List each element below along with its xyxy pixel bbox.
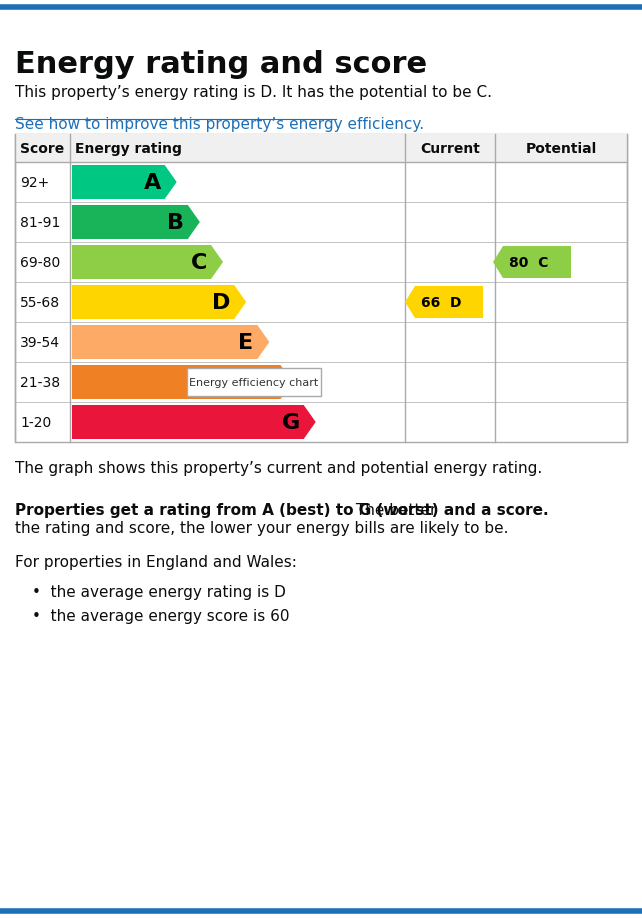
Text: 1-20: 1-20 bbox=[20, 415, 51, 429]
Text: This property’s energy rating is D. It has the potential to be C.: This property’s energy rating is D. It h… bbox=[15, 85, 492, 100]
Text: 69-80: 69-80 bbox=[20, 255, 60, 269]
Polygon shape bbox=[72, 245, 223, 279]
Text: See how to improve this property’s energy efficiency.: See how to improve this property’s energ… bbox=[15, 117, 424, 131]
Polygon shape bbox=[72, 206, 200, 240]
Polygon shape bbox=[405, 287, 483, 319]
Text: Energy rating: Energy rating bbox=[75, 142, 182, 156]
Text: 92+: 92+ bbox=[20, 176, 49, 190]
Bar bbox=[15, 135, 627, 443]
Text: F: F bbox=[261, 372, 277, 392]
Text: 81-91: 81-91 bbox=[20, 216, 60, 230]
Text: 39-54: 39-54 bbox=[20, 335, 60, 349]
Text: D: D bbox=[212, 292, 230, 312]
Polygon shape bbox=[72, 165, 177, 199]
Text: 21-38: 21-38 bbox=[20, 376, 60, 390]
Text: Potential: Potential bbox=[525, 142, 596, 156]
Polygon shape bbox=[72, 286, 246, 320]
Text: G: G bbox=[281, 413, 300, 433]
Text: A: A bbox=[143, 173, 160, 193]
Text: •  the average energy score is 60: • the average energy score is 60 bbox=[32, 608, 290, 623]
Text: Score: Score bbox=[20, 142, 64, 156]
Text: For properties in England and Wales:: For properties in England and Wales: bbox=[15, 554, 297, 570]
Polygon shape bbox=[72, 325, 270, 359]
Text: 66  D: 66 D bbox=[421, 296, 462, 310]
Text: 80  C: 80 C bbox=[509, 255, 548, 269]
Text: The graph shows this property’s current and potential energy rating.: The graph shows this property’s current … bbox=[15, 460, 542, 475]
Text: The better: The better bbox=[351, 503, 437, 517]
Text: Energy rating and score: Energy rating and score bbox=[15, 50, 427, 79]
Text: B: B bbox=[167, 213, 184, 233]
Polygon shape bbox=[493, 246, 571, 278]
Text: Properties get a rating from A (best) to G (worst) and a score.: Properties get a rating from A (best) to… bbox=[15, 503, 549, 517]
Text: 55-68: 55-68 bbox=[20, 296, 60, 310]
Text: Current: Current bbox=[420, 142, 480, 156]
Text: E: E bbox=[238, 333, 254, 353]
Bar bbox=[15, 135, 627, 163]
Text: the rating and score, the lower your energy bills are likely to be.: the rating and score, the lower your ene… bbox=[15, 520, 508, 536]
Polygon shape bbox=[72, 366, 293, 400]
Text: Energy efficiency chart: Energy efficiency chart bbox=[189, 378, 318, 388]
FancyBboxPatch shape bbox=[187, 369, 321, 397]
Polygon shape bbox=[72, 405, 316, 439]
Text: •  the average energy rating is D: • the average energy rating is D bbox=[32, 584, 286, 599]
Text: C: C bbox=[191, 253, 207, 273]
